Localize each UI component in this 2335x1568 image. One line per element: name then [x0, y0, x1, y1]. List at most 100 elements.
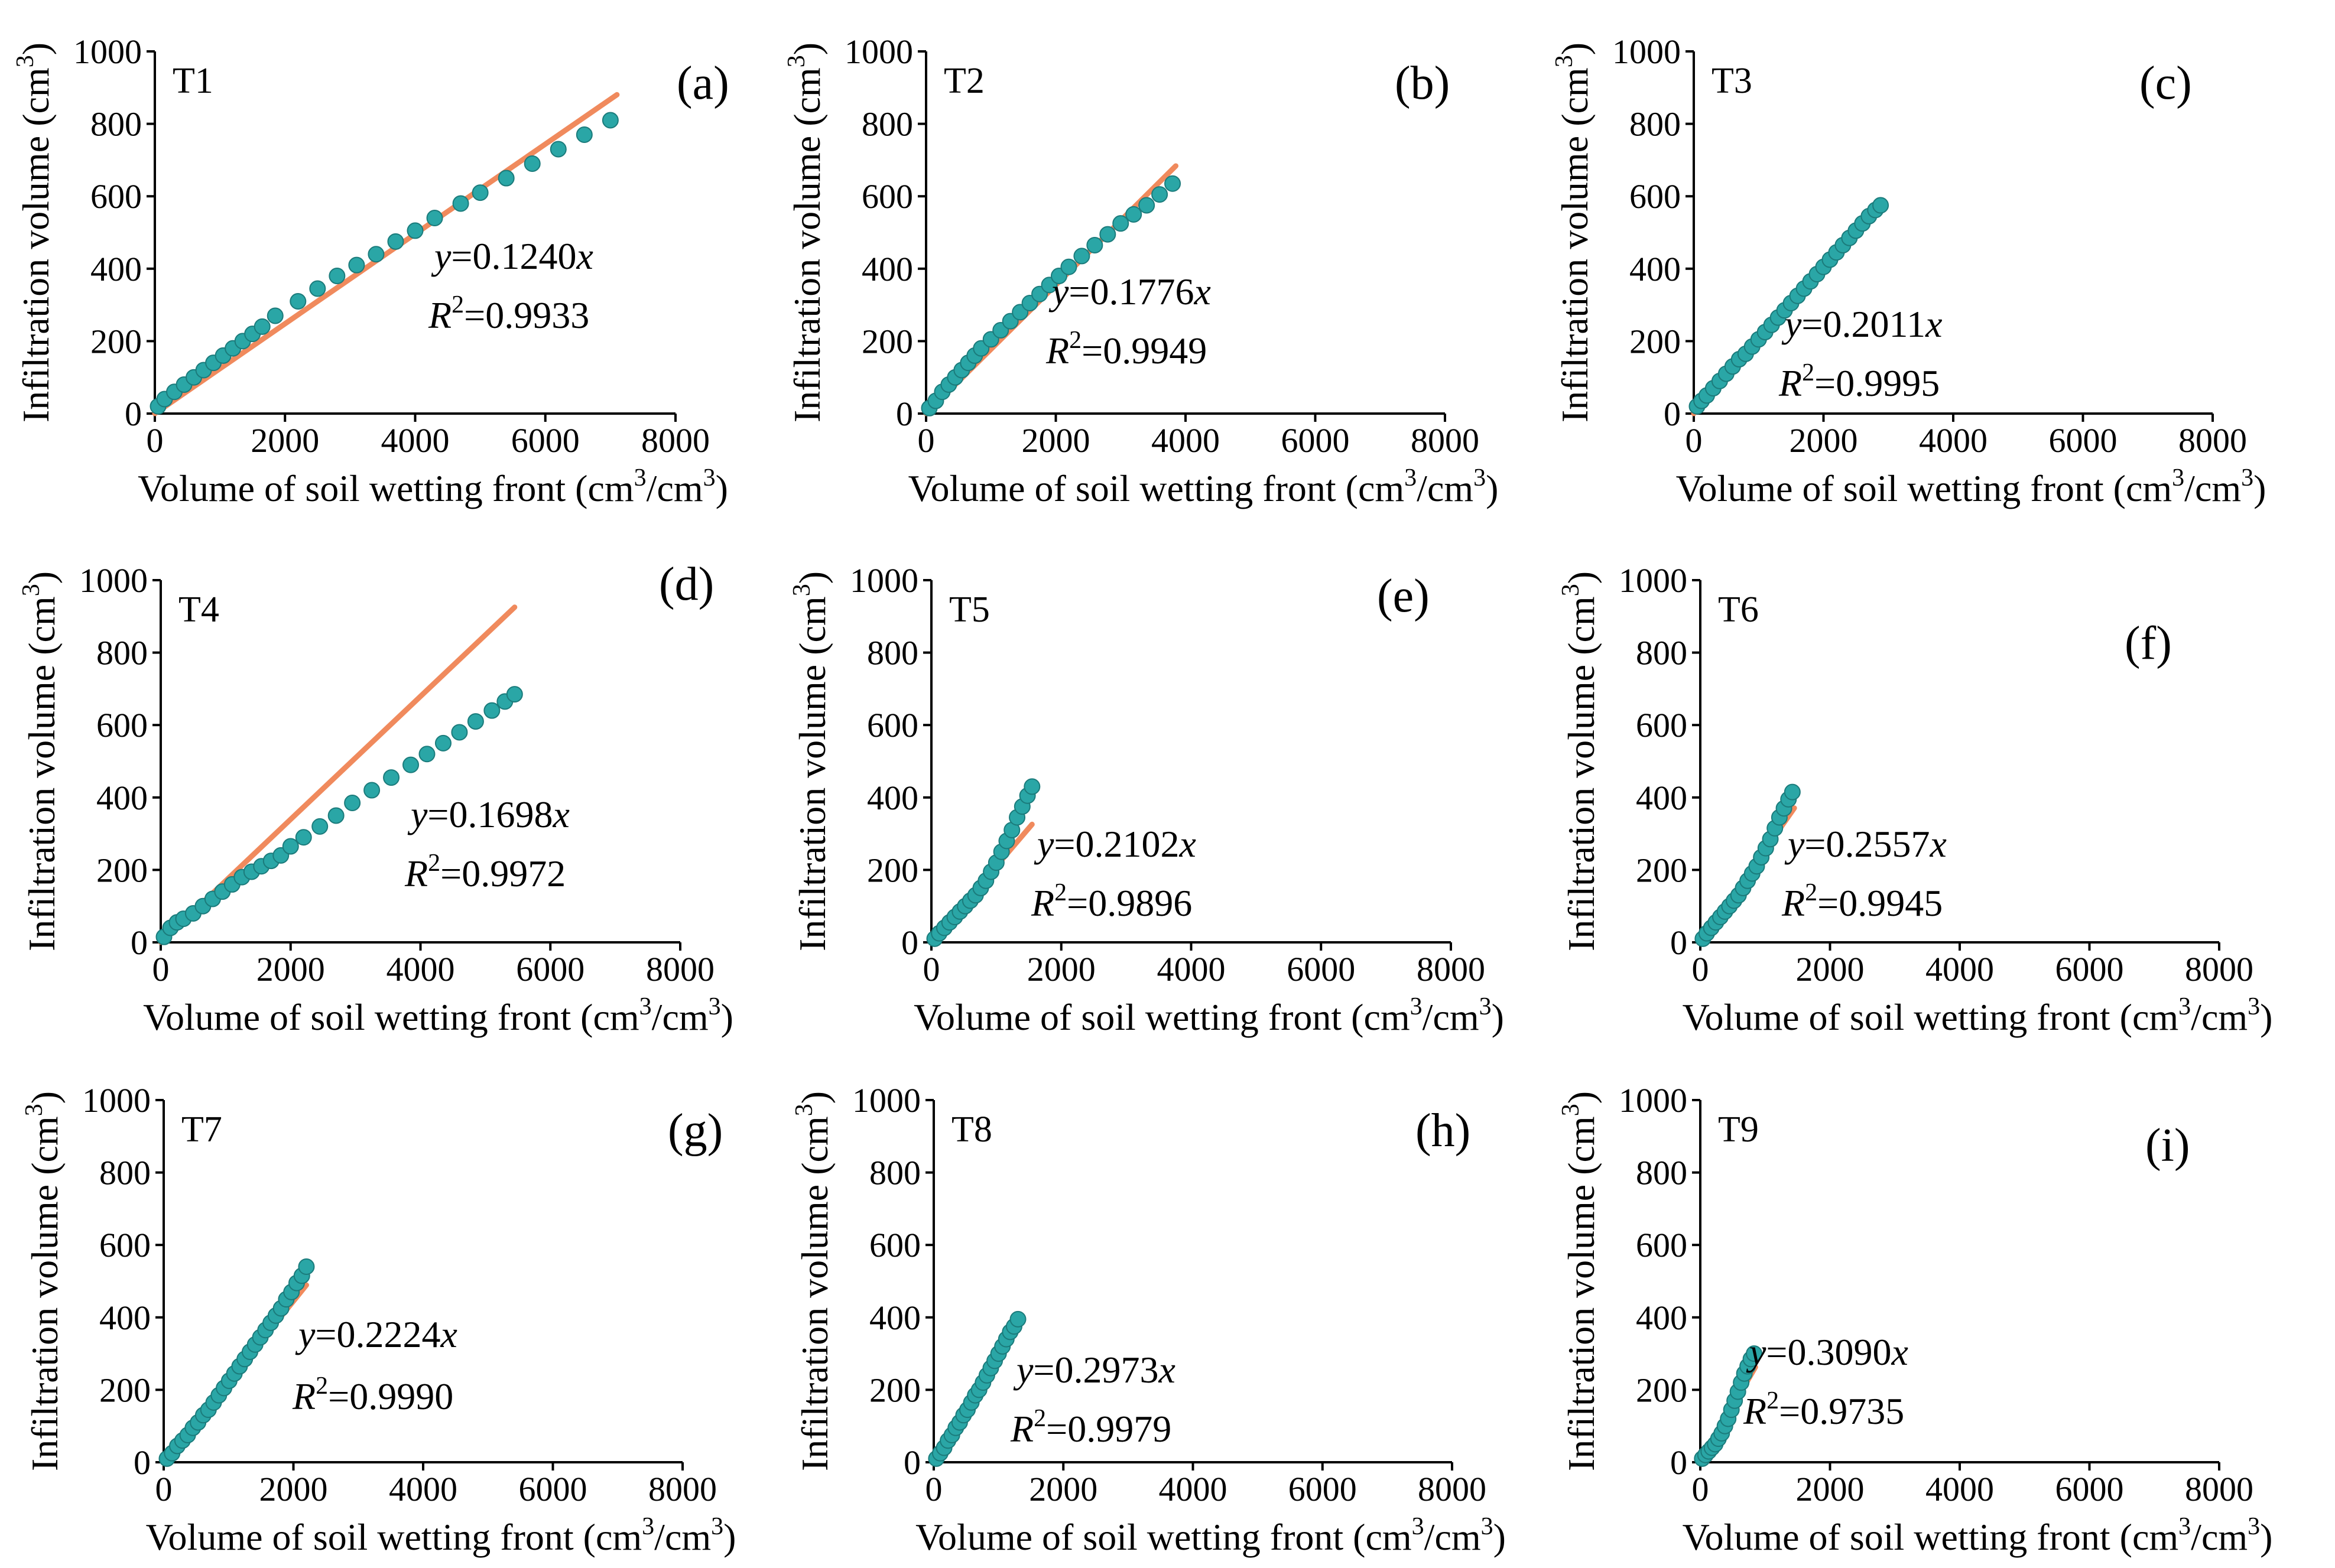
data-point: [524, 155, 541, 173]
panel-label: (d): [659, 558, 714, 610]
fit-line: [152, 92, 620, 417]
x-axis-title: Volume of soil wetting front (cm3/cm3): [138, 464, 728, 509]
y-tick-label: 0: [1670, 1443, 1687, 1482]
x-axis-title: Volume of soil wetting front (cm3/cm3): [915, 1513, 1506, 1558]
y-tick-label: 400: [867, 779, 918, 817]
data-point: [483, 702, 501, 719]
data-point: [282, 838, 299, 855]
x-tick-label: 0: [147, 421, 164, 460]
y-tick-label: 800: [1629, 105, 1681, 144]
y-tick-label: 1000: [1619, 561, 1687, 600]
y-axis-title: Infiltration volume (cm3): [783, 43, 828, 422]
y-tick-label: 200: [867, 851, 918, 889]
y-tick-label: 1000: [73, 32, 142, 71]
y-tick-label: 200: [869, 1371, 921, 1409]
y-tick-label: 800: [862, 105, 913, 144]
r-squared: R2=0.9735: [1743, 1387, 1904, 1432]
data-point: [295, 829, 312, 846]
panel-label: (e): [1377, 570, 1430, 622]
y-tick-label: 600: [867, 706, 918, 744]
y-tick-label: 400: [862, 250, 913, 288]
data-point: [576, 126, 593, 143]
x-tick-label: 2000: [256, 950, 325, 988]
y-tick-label: 400: [96, 779, 148, 817]
fit-equation: y=0.3090x: [1746, 1331, 1908, 1373]
y-tick-label: 800: [96, 634, 148, 672]
x-tick-label: 2000: [1796, 950, 1865, 988]
y-tick-label: 200: [1629, 322, 1681, 360]
y-tick-label: 600: [862, 177, 913, 216]
x-tick-label: 2000: [1029, 1470, 1097, 1508]
y-tick-label: 1000: [79, 561, 148, 600]
y-tick-label: 0: [904, 1443, 921, 1482]
x-tick-label: 0: [1692, 1470, 1709, 1508]
data-point: [1112, 215, 1129, 232]
r-squared: R2=0.9990: [292, 1372, 453, 1417]
fit-equation: y=0.1698x: [407, 793, 570, 835]
chart-panel-t4: 0 2000 4000 6000 8000 0 200 400 600 800 1000 Volume…: [18, 558, 733, 1038]
fit-equation: y=0.1240x: [431, 235, 593, 277]
data-point: [267, 307, 284, 324]
x-tick-label: 6000: [511, 421, 580, 460]
y-tick-label: 1000: [850, 561, 918, 600]
panel-label: (a): [677, 57, 729, 109]
y-axis-title: Infiltration volume (cm3): [788, 571, 833, 951]
r-squared: R2=0.9896: [1031, 879, 1192, 924]
x-tick-label: 4000: [1925, 1470, 1994, 1508]
data-point: [368, 246, 385, 263]
y-tick-label: 1000: [82, 1081, 151, 1120]
y-tick-label: 800: [867, 634, 918, 672]
y-tick-label: 0: [901, 923, 918, 962]
fit-equation: y=0.1776x: [1048, 271, 1211, 313]
x-tick-label: 8000: [1411, 421, 1479, 460]
data-point: [407, 222, 424, 239]
x-tick-label: 4000: [389, 1470, 457, 1508]
y-tick-label: 600: [1629, 177, 1681, 216]
x-tick-label: 0: [152, 950, 170, 988]
data-point: [452, 195, 469, 212]
x-tick-label: 0: [925, 1470, 943, 1508]
data-point: [1125, 206, 1142, 223]
x-tick-label: 8000: [2185, 1470, 2253, 1508]
x-tick-label: 8000: [1418, 1470, 1486, 1508]
data-point: [506, 686, 523, 703]
data-point: [602, 112, 619, 129]
chart-panel-t3: 0 2000 4000 6000 8000 0 200 400 600 800 1000 Volume…: [1551, 32, 2266, 509]
treatment-label: T6: [1718, 590, 1759, 630]
y-axis-title: Infiltration volume (cm3): [1557, 1091, 1602, 1471]
data-point: [472, 184, 489, 201]
y-tick-label: 800: [90, 105, 142, 144]
chart-panel-t5: 0 2000 4000 6000 8000 0 200 400 600 800 1000 Volume…: [788, 561, 1504, 1038]
data-point: [498, 170, 515, 187]
x-tick-label: 8000: [1417, 950, 1485, 988]
x-tick-label: 2000: [259, 1470, 328, 1508]
fit-equation: y=0.2973x: [1013, 1349, 1175, 1391]
chart-panel-t2: 0 2000 4000 6000 8000 0 200 400 600 800 1000 Volume…: [783, 32, 1498, 509]
r-squared: R2=0.9933: [428, 291, 589, 336]
data-point: [1009, 1310, 1027, 1328]
chart-panel-t8: 0 2000 4000 6000 8000 0 200 400 600 800 1000 Volume…: [791, 1081, 1506, 1558]
x-tick-label: 4000: [1919, 421, 1987, 460]
y-tick-label: 1000: [1619, 1081, 1687, 1120]
x-tick-label: 8000: [641, 421, 710, 460]
x-axis-title: Volume of soil wetting front (cm3/cm3): [143, 993, 733, 1038]
y-tick-label: 600: [1636, 1226, 1687, 1264]
x-tick-label: 6000: [519, 1470, 587, 1508]
data-point: [1746, 1345, 1763, 1362]
data-point: [298, 1258, 315, 1275]
r-squared: R2=0.9979: [1010, 1405, 1171, 1450]
treatment-label: T4: [178, 590, 219, 630]
x-tick-label: 4000: [1159, 1470, 1227, 1508]
panel-label: (h): [1415, 1105, 1470, 1157]
data-point: [1024, 778, 1041, 795]
x-tick-label: 8000: [648, 1470, 717, 1508]
x-axis-title: Volume of soil wetting front (cm3/cm3): [914, 993, 1504, 1038]
y-tick-label: 200: [1636, 851, 1687, 889]
y-tick-label: 1000: [1612, 32, 1681, 71]
y-tick-label: 400: [99, 1299, 151, 1337]
data-point: [254, 318, 271, 335]
y-tick-label: 200: [96, 851, 148, 889]
treatment-label: T1: [173, 61, 213, 101]
data-point: [418, 746, 436, 763]
x-tick-label: 2000: [251, 421, 319, 460]
